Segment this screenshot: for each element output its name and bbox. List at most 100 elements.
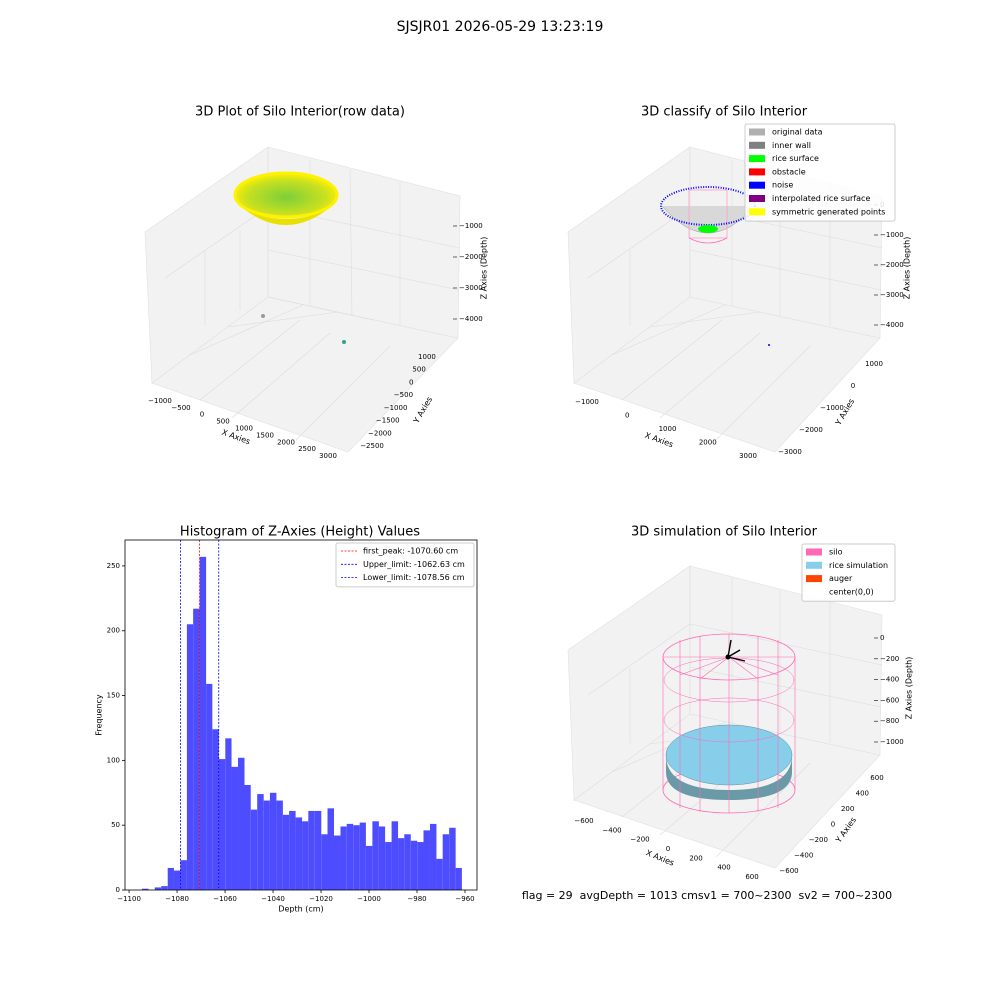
- x-tick-label: −980: [407, 895, 426, 903]
- bar: [417, 842, 424, 890]
- x-tick-label: 3000: [739, 452, 757, 460]
- bar: [321, 834, 328, 890]
- bar: [346, 823, 354, 890]
- x-tick-label: 1500: [256, 431, 274, 439]
- legend-swatch: [749, 141, 765, 149]
- x-tick-label: 1000: [235, 425, 253, 433]
- bar: [167, 867, 174, 890]
- x-tick-label: 600: [745, 873, 758, 881]
- bar: [442, 834, 450, 890]
- x-tick-label: −1000: [357, 895, 381, 903]
- z-tick-label: −4000: [880, 321, 904, 329]
- bar: [244, 785, 251, 890]
- y-tick-label: 150: [107, 692, 120, 700]
- x-tick-label: −960: [455, 895, 474, 903]
- bar: [391, 821, 399, 890]
- y-tick-label: −1500: [376, 417, 400, 425]
- y-tick-label: 0: [409, 378, 413, 386]
- y-tick-label: 100: [107, 756, 120, 764]
- bar: [250, 809, 258, 890]
- bar: [282, 814, 290, 890]
- z-tick-label: 0: [880, 634, 884, 642]
- bar: [142, 888, 149, 890]
- bar: [429, 823, 437, 890]
- legend-box: [335, 542, 475, 588]
- y-tick-label: 0: [831, 821, 835, 829]
- bar: [269, 792, 277, 890]
- y-tick-label: 400: [856, 790, 869, 798]
- bar: [161, 886, 168, 890]
- bar: [359, 822, 366, 890]
- bar: [231, 766, 239, 890]
- bar: [436, 858, 443, 890]
- legend-box: [744, 123, 896, 222]
- x-tick-label: −1080: [165, 895, 189, 903]
- bar: [327, 808, 334, 890]
- y-tick-label: 500: [412, 366, 425, 374]
- y-tick-label: −1000: [820, 404, 844, 412]
- x-tick-label: −1000: [575, 398, 599, 406]
- legend-swatch: [806, 588, 822, 596]
- bar: [455, 867, 462, 890]
- bar: [193, 608, 200, 890]
- axes-frame: [124, 539, 478, 891]
- y-tick-label: 200: [107, 627, 120, 635]
- z-tick-label: −600: [880, 696, 899, 704]
- z-tick-label: −3000: [880, 291, 904, 299]
- silo-simulation: [662, 633, 796, 814]
- x-tick-label: −200: [630, 836, 649, 844]
- bar: [225, 738, 232, 890]
- legend-swatch: [749, 128, 765, 136]
- x-tick-label: 3000: [319, 452, 337, 460]
- bar: [180, 860, 187, 890]
- bar: [314, 810, 322, 890]
- x-tick-label: −1000: [148, 397, 172, 405]
- y-tick-label: 0: [116, 886, 120, 894]
- bar: [340, 826, 347, 890]
- bar: [238, 757, 245, 890]
- legend-swatch: [806, 548, 822, 556]
- y-tick-label: 50: [111, 821, 120, 829]
- y-tick-label: −600: [779, 867, 798, 875]
- x-tick-label: 500: [216, 418, 229, 426]
- x-tick-label: 400: [717, 864, 730, 872]
- x-tick-label: 0: [200, 411, 204, 419]
- legend-label: interpolated rice surface: [772, 194, 870, 203]
- bar: [263, 800, 270, 890]
- y-tick-label: 600: [870, 774, 883, 782]
- x-tick-label: 2000: [699, 438, 717, 446]
- chart-title: Histogram of Z-Axies (Height) Values: [180, 525, 420, 540]
- y-tick-label: 250: [107, 562, 120, 570]
- legend-label: noise: [772, 181, 793, 190]
- chart-title: 3D classify of Silo Interior: [641, 105, 808, 120]
- y-tick-label: −2000: [368, 429, 392, 437]
- bar: [199, 556, 207, 890]
- legend-swatch: [749, 208, 765, 216]
- y-axis-label: Frequency: [95, 694, 104, 736]
- legend-box: [801, 543, 896, 602]
- x-tick-label: 0: [625, 412, 629, 420]
- bar: [154, 887, 162, 890]
- x-axis-label: Depth (cm): [278, 905, 323, 914]
- y-tick-label: −1000: [384, 404, 408, 412]
- x-tick-label: 1000: [659, 425, 677, 433]
- bar: [212, 729, 219, 890]
- y-tick-label: −2000: [799, 426, 823, 434]
- y-tick-label: −200: [809, 836, 828, 844]
- axis-label: Z Axies (Depth): [905, 657, 914, 720]
- legend-label: original data: [772, 128, 823, 137]
- z-tick-label: −200: [880, 655, 899, 663]
- chart-title: 3D Plot of Silo Interior(row data): [195, 105, 405, 120]
- legend-swatch: [806, 561, 822, 569]
- bar: [206, 683, 213, 890]
- legend-swatch: [749, 168, 765, 176]
- y-tick-label: 0: [851, 382, 855, 390]
- bar: [186, 624, 194, 890]
- z-tick-label: −4000: [459, 315, 483, 323]
- x-tick-label: 2500: [298, 445, 316, 453]
- y-tick-label: 1000: [418, 353, 436, 361]
- y-tick-label: 200: [841, 805, 854, 813]
- bar: [173, 870, 181, 890]
- legend-label: rice simulation: [829, 561, 888, 570]
- bar: [308, 810, 315, 890]
